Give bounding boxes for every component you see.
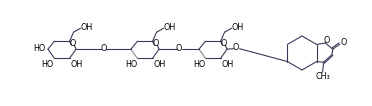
Text: O: O [221, 39, 227, 48]
Text: O: O [70, 39, 76, 48]
Text: HO: HO [125, 60, 137, 69]
Text: CH₃: CH₃ [315, 72, 330, 81]
Text: O: O [323, 36, 330, 45]
Text: HO: HO [193, 60, 205, 69]
Text: O: O [341, 38, 347, 47]
Text: OH: OH [81, 23, 93, 32]
Text: OH: OH [232, 23, 244, 32]
Text: OH: OH [71, 60, 83, 69]
Text: O: O [100, 44, 107, 53]
Text: OH: OH [164, 23, 176, 32]
Text: OH: OH [222, 60, 234, 69]
Text: O: O [176, 44, 182, 53]
Text: O: O [233, 43, 239, 52]
Text: HO: HO [41, 60, 54, 69]
Text: O: O [153, 39, 159, 48]
Text: OH: OH [154, 60, 166, 69]
Text: HO: HO [34, 44, 46, 53]
